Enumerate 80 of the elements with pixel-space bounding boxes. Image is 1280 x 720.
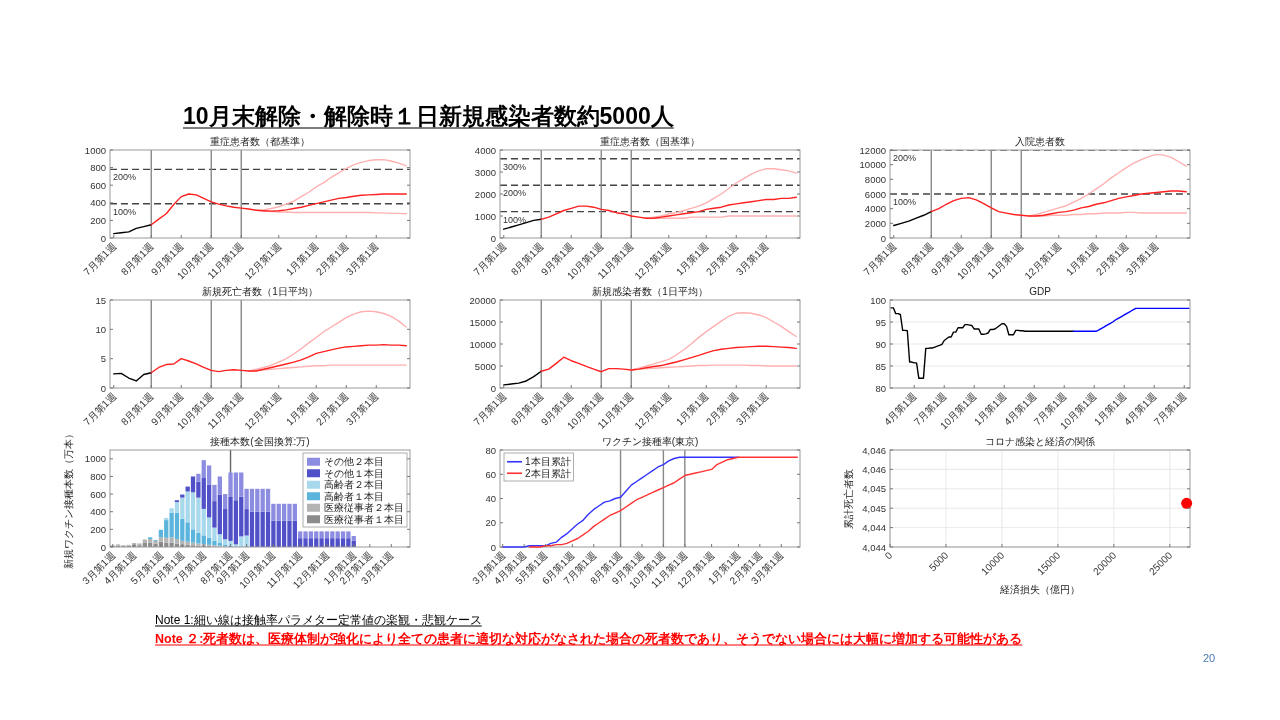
y-tick-label: 15000	[469, 316, 496, 328]
y-tick-label: 0	[100, 541, 106, 553]
x-axis-title: 経済損失（億円）	[999, 584, 1080, 595]
y-tick-label: 80	[485, 444, 496, 456]
y-tick-label: 4,046	[862, 463, 886, 475]
y-tick-label: 600	[90, 179, 106, 191]
y-tick-label: 400	[90, 197, 106, 209]
legend-label: 2本目累計	[525, 467, 571, 479]
y-tick-label: 20	[485, 517, 496, 529]
y-tick-label: 1000	[84, 453, 106, 465]
legend-label: 医療従事者１本目	[324, 513, 404, 525]
y-tick-label: 400	[90, 506, 106, 518]
chart-title: 重症患者数（都基準）	[210, 136, 310, 147]
y-tick-label: 2000	[474, 188, 496, 200]
y-tick-label: 0	[100, 232, 106, 244]
legend-label: 高齢者２本目	[324, 479, 384, 491]
y-tick-label: 10000	[469, 338, 496, 350]
y-tick-label: 12000	[859, 144, 886, 156]
y-tick-label: 0	[100, 382, 106, 394]
chart-title: GDP	[1029, 286, 1052, 297]
y-tick-label: 95	[875, 316, 886, 328]
y-tick-label: 90	[875, 338, 886, 350]
chart-title: 入院患者数	[1015, 136, 1065, 147]
chart-title: 重症患者数（国基準）	[600, 136, 700, 147]
y-tick-label: 80	[875, 382, 886, 394]
y-tick-label: 8000	[864, 173, 886, 185]
legend-label: その他１本目	[324, 467, 384, 479]
y-tick-label: 5	[100, 353, 106, 365]
y-tick-label: 0	[490, 382, 496, 394]
annotation: 100%	[113, 206, 137, 217]
annotation: 200%	[503, 188, 527, 199]
y-tick-label: 10000	[859, 159, 886, 171]
legend-label: その他２本目	[324, 456, 384, 468]
chart-title: 新規感染者数（1日平均）	[592, 286, 708, 297]
y-tick-label: 100	[870, 294, 886, 306]
text: 20	[1203, 652, 1216, 664]
y-tick-label: 40	[485, 493, 496, 504]
y-tick-label: 200	[90, 523, 106, 535]
y-tick-label: 4,045	[862, 502, 886, 514]
y-tick-label: 85	[875, 360, 886, 372]
chart-title: コロナ感染と経済の関係	[985, 436, 1095, 447]
y-tick-label: 0	[880, 232, 886, 244]
legend-label: 医療従事者２本目	[324, 502, 404, 514]
y-tick-label: 15	[95, 294, 106, 306]
y-axis-title: 累計死亡者数	[843, 468, 854, 529]
y-tick-label: 0	[490, 232, 496, 244]
chart-title: 新規死亡者数（1日平均）	[202, 286, 318, 297]
legend-label: 1本目累計	[525, 456, 571, 468]
y-tick-label: 1000	[474, 210, 496, 222]
y-tick-label: 4,044	[862, 541, 886, 553]
annotation: 200%	[893, 153, 917, 163]
y-tick-label: 4000	[474, 144, 496, 156]
y-tick-label: 4000	[864, 203, 886, 215]
y-axis-title: 新規ワクチン接種本数（万本）	[63, 428, 74, 569]
y-tick-label: 5000	[474, 360, 496, 372]
chart-title: 接種本数(全国換算:万)	[210, 436, 310, 447]
y-tick-label: 800	[90, 162, 106, 174]
y-tick-label: 0	[490, 541, 496, 553]
y-tick-label: 200	[90, 214, 106, 226]
chart-title: ワクチン接種率(東京)	[601, 436, 699, 447]
text: Note ２:死者数は、医療体制が強化により全ての患者に適切な対応がなされた場合の死者数であり、そうでない場合には大幅に増加する可能性がある	[155, 631, 1023, 646]
annotation: 100%	[503, 214, 527, 225]
y-tick-label: 3000	[474, 166, 496, 178]
annotation: 300%	[503, 161, 527, 172]
annotation: 100%	[893, 197, 917, 207]
y-tick-label: 20000	[469, 294, 496, 306]
y-tick-label: 2000	[864, 217, 886, 229]
y-tick-label: 4,044	[862, 522, 886, 534]
y-tick-label: 10	[95, 323, 106, 335]
legend-label: 高齢者１本目	[324, 490, 384, 502]
text: Note 1:細い線は接触率パラメター定常値の楽観・悲観ケース	[155, 613, 482, 627]
y-tick-label: 60	[485, 468, 496, 480]
text: 10月末解除・解除時１日新規感染者数約5000人	[183, 103, 675, 129]
y-tick-label: 6000	[864, 188, 886, 200]
y-tick-label: 4,046	[862, 444, 886, 456]
y-tick-label: 600	[90, 488, 106, 500]
y-tick-label: 1000	[84, 144, 106, 156]
annotation: 200%	[113, 172, 137, 183]
y-tick-label: 800	[90, 470, 106, 482]
y-tick-label: 4,045	[862, 483, 886, 495]
